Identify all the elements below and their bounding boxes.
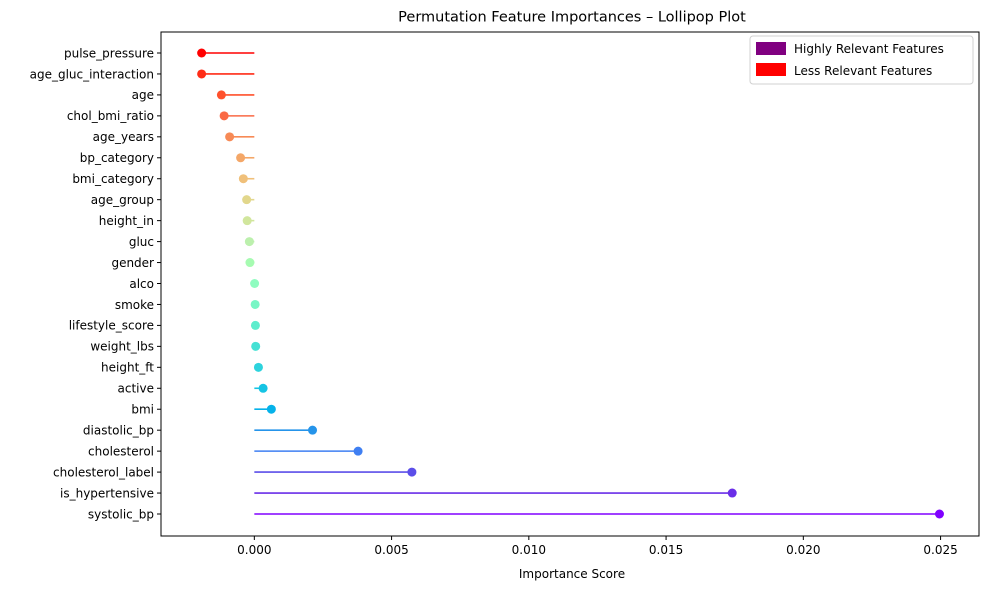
x-axis: 0.000 0.005 0.010 0.015 0.020 0.025 [237,536,958,557]
marker-lifestyle_score [250,320,260,330]
marker-cholesterol_label [407,467,417,477]
marker-cholesterol [353,446,363,456]
y-tick-label: age [132,88,154,102]
marker-age_group [242,195,252,205]
y-tick-label: height_ft [101,361,154,375]
legend-swatch-less-relevant [756,63,786,76]
marker-weight_lbs [251,341,261,351]
marker-is_hypertensive [727,488,737,498]
marker-smoke [250,299,260,309]
marker-pulse_pressure [197,48,207,58]
y-tick-label: age_years [93,130,154,144]
y-tick-label: age_group [91,193,154,207]
marker-diastolic_bp [308,425,318,435]
y-tick-label: bp_category [80,151,154,165]
x-tick-label: 0.000 [237,543,271,557]
y-tick-label: lifestyle_score [69,319,154,333]
marker-alco [250,279,260,288]
legend-label-less-relevant: Less Relevant Features [794,64,932,78]
marker-systolic_bp [934,509,944,519]
y-tick-label: cholesterol_label [53,465,154,479]
y-tick-label: gender [111,256,154,270]
marker-bp_category [236,153,246,163]
y-tick-label: weight_lbs [90,340,154,354]
y-tick-label: diastolic_bp [83,423,154,437]
x-tick-label: 0.015 [649,543,683,557]
plot-frame [160,31,980,537]
y-tick-label: is_hypertensive [60,486,154,500]
marker-age_years [225,132,235,142]
y-tick-label: age_gluc_interaction [30,67,154,81]
y-tick-label: alco [129,277,154,291]
marker-gluc [244,237,254,247]
marker-height_in [242,216,252,226]
marker-bmi [266,404,276,414]
y-tick-label: active [118,382,154,396]
x-axis-label: Importance Score [519,567,625,581]
marker-gender [245,258,255,268]
marker-chol_bmi_ratio [219,111,229,121]
marker-age [216,90,226,100]
y-tick-label: smoke [115,298,154,312]
chart-title: Permutation Feature Importances – Lollip… [398,10,746,26]
y-tick-label: chol_bmi_ratio [67,109,154,123]
y-tick-label: pulse_pressure [64,46,154,60]
legend-frame [749,35,974,85]
legend-swatch-highly-relevant [756,42,786,55]
marker-bmi_category [238,174,248,184]
y-tick-label: height_in [99,214,154,228]
y-tick-label: bmi_category [72,172,154,186]
marker-active [258,383,268,393]
markers-layer [197,48,944,519]
y-tick-label: cholesterol [88,444,154,458]
y-tick-label: gluc [129,235,154,249]
x-tick-label: 0.020 [786,543,820,557]
legend-label-highly-relevant: Highly Relevant Features [794,42,944,56]
x-tick-label: 0.010 [512,543,546,557]
y-tick-label: systolic_bp [88,507,154,521]
marker-age_gluc_interaction [197,69,207,79]
marker-height_ft [253,362,263,372]
legend: Highly Relevant Features Less Relevant F… [749,35,974,85]
x-tick-label: 0.005 [374,543,408,557]
y-tick-label: bmi [131,403,154,417]
x-tick-label: 0.025 [923,543,957,557]
